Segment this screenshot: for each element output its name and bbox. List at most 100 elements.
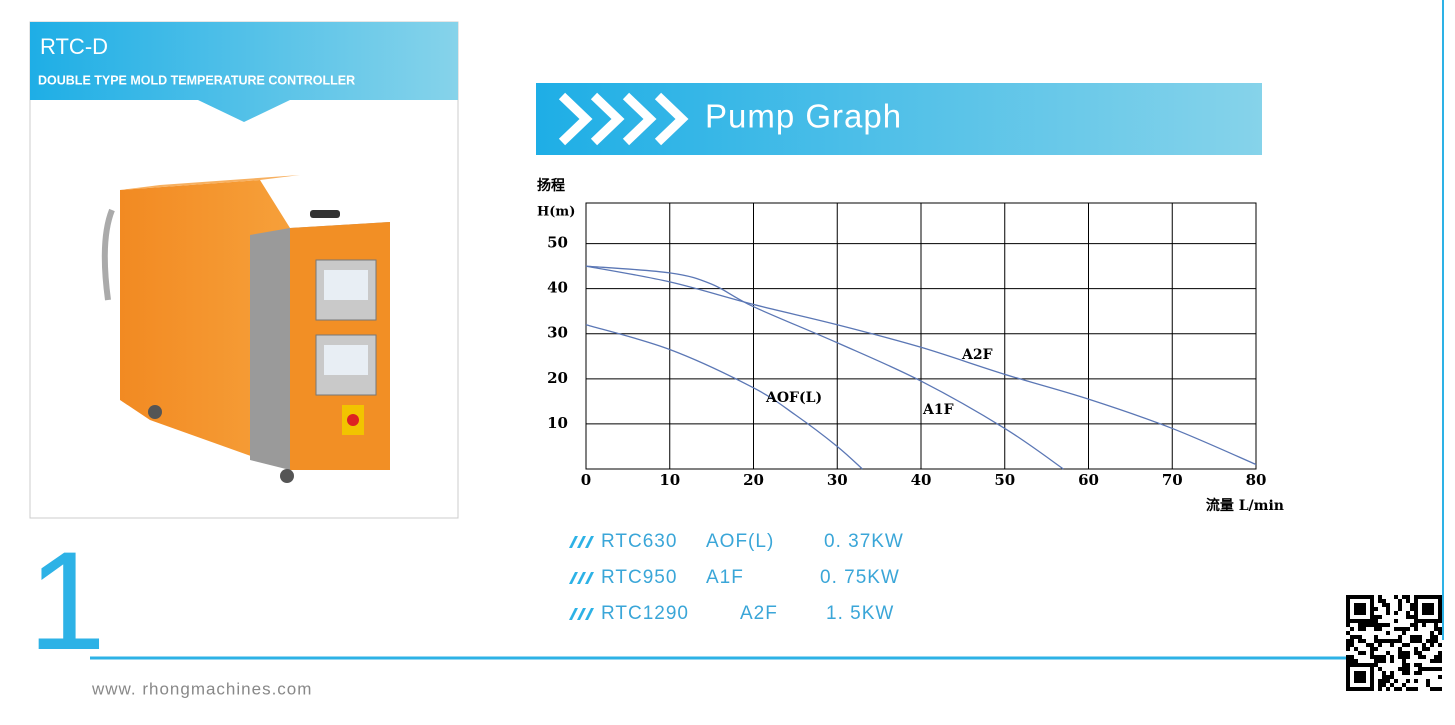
qr-cell bbox=[1346, 683, 1350, 687]
qr-cell bbox=[1394, 627, 1398, 631]
x-tick-label: 10 bbox=[659, 471, 680, 489]
qr-cell bbox=[1430, 611, 1434, 615]
qr-cell bbox=[1422, 603, 1426, 607]
qr-cell bbox=[1370, 615, 1374, 619]
qr-cell bbox=[1406, 611, 1410, 615]
qr-cell bbox=[1370, 651, 1374, 655]
product-image bbox=[101, 175, 390, 483]
qr-cell bbox=[1402, 683, 1406, 687]
qr-cell bbox=[1370, 687, 1374, 691]
x-tick-label: 50 bbox=[994, 471, 1015, 489]
qr-cell bbox=[1430, 635, 1434, 639]
qr-cell bbox=[1422, 643, 1426, 647]
qr-cell bbox=[1406, 627, 1410, 631]
qr-cell bbox=[1410, 607, 1414, 611]
qr-cell bbox=[1370, 623, 1374, 627]
qr-cell bbox=[1434, 635, 1438, 639]
qr-cell bbox=[1362, 639, 1366, 643]
qr-cell bbox=[1358, 675, 1362, 679]
qr-cell bbox=[1358, 663, 1362, 667]
curve-label: AOF(L) bbox=[765, 390, 822, 406]
qr-cell bbox=[1346, 631, 1350, 635]
qr-cell bbox=[1406, 651, 1410, 655]
qr-cell bbox=[1430, 619, 1434, 623]
qr-cell bbox=[1434, 667, 1438, 671]
qr-cell bbox=[1430, 687, 1434, 691]
qr-cell bbox=[1346, 619, 1350, 623]
qr-cell bbox=[1438, 675, 1442, 679]
curve-label: A2F bbox=[961, 347, 993, 363]
qr-cell bbox=[1378, 595, 1382, 599]
qr-cell bbox=[1346, 671, 1350, 675]
qr-cell bbox=[1426, 667, 1430, 671]
x-tick-label: 80 bbox=[1246, 471, 1267, 489]
qr-cell bbox=[1370, 603, 1374, 607]
website: www. rhongmachines.com bbox=[91, 679, 312, 698]
qr-cell bbox=[1430, 659, 1434, 663]
qr-cell bbox=[1350, 643, 1354, 647]
qr-cell bbox=[1366, 595, 1370, 599]
qr-cell bbox=[1414, 603, 1418, 607]
qr-cell bbox=[1370, 679, 1374, 683]
qr-cell bbox=[1346, 599, 1350, 603]
qr-cell bbox=[1410, 623, 1414, 627]
qr-cell bbox=[1386, 639, 1390, 643]
qr-cell bbox=[1394, 619, 1398, 623]
qr-cell bbox=[1346, 663, 1350, 667]
qr-cell bbox=[1370, 647, 1374, 651]
qr-cell bbox=[1414, 595, 1418, 599]
qr-cell bbox=[1398, 627, 1402, 631]
qr-cell bbox=[1346, 643, 1350, 647]
qr-cell bbox=[1398, 647, 1402, 651]
model-power: 1. 5KW bbox=[826, 603, 894, 624]
qr-cell bbox=[1378, 599, 1382, 603]
qr-cell bbox=[1418, 667, 1422, 671]
model-pump: AOF(L) bbox=[706, 531, 774, 552]
qr-cell bbox=[1378, 623, 1382, 627]
qr-cell bbox=[1354, 671, 1358, 675]
qr-cell bbox=[1414, 639, 1418, 643]
qr-cell bbox=[1346, 595, 1350, 599]
qr-cell bbox=[1438, 611, 1442, 615]
qr-cell bbox=[1354, 679, 1358, 683]
qr-cell bbox=[1382, 603, 1386, 607]
qr-cell bbox=[1378, 659, 1382, 663]
qr-cell bbox=[1346, 667, 1350, 671]
qr-cell bbox=[1354, 611, 1358, 615]
y-axis-unit: H(m) bbox=[537, 205, 575, 220]
x-tick-label: 40 bbox=[911, 471, 932, 489]
qr-cell bbox=[1386, 679, 1390, 683]
qr-cell bbox=[1426, 607, 1430, 611]
qr-cell bbox=[1402, 651, 1406, 655]
qr-cell bbox=[1350, 655, 1354, 659]
qr-cell bbox=[1406, 679, 1410, 683]
qr-cell bbox=[1426, 595, 1430, 599]
qr-cell bbox=[1366, 643, 1370, 647]
qr-cell bbox=[1390, 675, 1394, 679]
qr-cell bbox=[1370, 663, 1374, 667]
qr-cell bbox=[1346, 623, 1350, 627]
y-tick-label: 10 bbox=[547, 414, 568, 432]
qr-cell bbox=[1366, 687, 1370, 691]
model-subtitle: DOUBLE TYPE MOLD TEMPERATURE CONTROLLER bbox=[38, 73, 355, 87]
qr-cell bbox=[1390, 639, 1394, 643]
qr-cell bbox=[1414, 619, 1418, 623]
qr-cell bbox=[1386, 631, 1390, 635]
qr-cell bbox=[1418, 639, 1422, 643]
qr-cell bbox=[1434, 619, 1438, 623]
qr-cell bbox=[1426, 683, 1430, 687]
qr-cell bbox=[1386, 651, 1390, 655]
qr-cell bbox=[1362, 675, 1366, 679]
qr-cell bbox=[1430, 639, 1434, 643]
qr-cell bbox=[1398, 599, 1402, 603]
qr-cell bbox=[1362, 623, 1366, 627]
qr-cell bbox=[1398, 639, 1402, 643]
y-tick-label: 40 bbox=[547, 279, 568, 297]
qr-cell bbox=[1438, 667, 1442, 671]
qr-cell bbox=[1414, 607, 1418, 611]
model-pump: A2F bbox=[740, 603, 778, 624]
qr-cell bbox=[1370, 611, 1374, 615]
qr-cell bbox=[1370, 683, 1374, 687]
x-tick-label: 70 bbox=[1162, 471, 1183, 489]
qr-cell bbox=[1422, 611, 1426, 615]
